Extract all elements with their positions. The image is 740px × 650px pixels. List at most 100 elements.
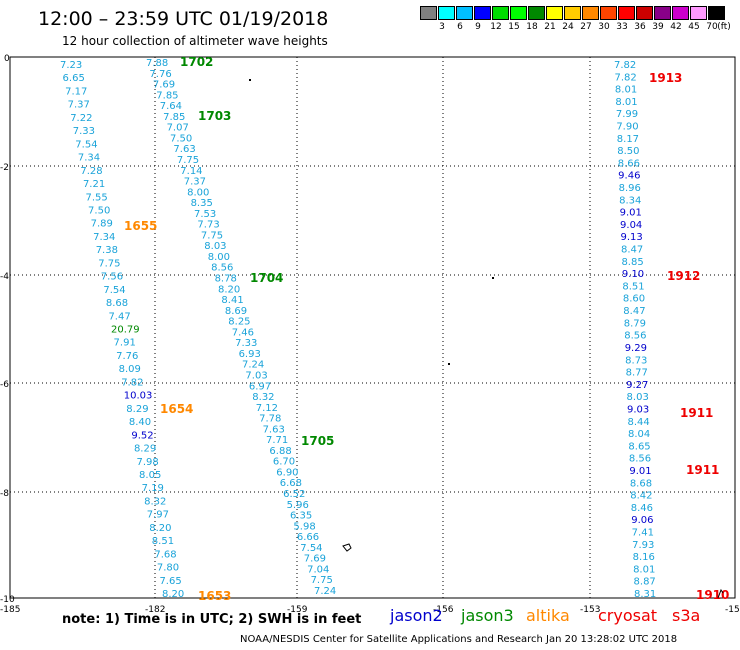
wave-height-value: 8.00 (208, 252, 230, 263)
wave-height-value: 8.60 (623, 294, 645, 305)
wave-height-value: 7.04 (307, 564, 329, 575)
wave-height-value: 7.64 (160, 101, 182, 112)
wave-height-value: 8.03 (627, 392, 649, 403)
wave-height-value: 8.00 (187, 187, 209, 198)
page-subtitle: 12 hour collection of altimeter wave hei… (62, 34, 328, 48)
pass-time-label: 1705 (301, 434, 334, 448)
legend-label: 70 (706, 22, 718, 32)
wave-height-value: 7.75 (177, 155, 199, 166)
wave-height-value: 8.85 (621, 257, 643, 268)
legend-label: 30 (598, 22, 610, 32)
wave-height-value: 6.68 (280, 478, 302, 489)
wave-height-value: 7.88 (146, 58, 168, 69)
y-tick-label: -4 (0, 272, 9, 282)
legend-jason3: jason3 (461, 606, 514, 625)
wave-height-value: 7.85 (156, 90, 178, 101)
island-marker (492, 277, 494, 279)
wave-height-value: 7.89 (91, 219, 113, 230)
legend-swatch (474, 6, 491, 20)
y-tick-label: -6 (0, 380, 9, 390)
wave-height-value: 8.05 (139, 470, 161, 481)
legend-swatch (420, 6, 437, 20)
wave-height-value: 6.97 (249, 381, 271, 392)
page-title: 12:00 – 23:59 UTC 01/19/2018 (38, 8, 329, 30)
wave-height-value: 7.54 (103, 285, 125, 296)
x-tick-label: -182 (145, 605, 165, 615)
legend-label: 42 (670, 22, 682, 32)
legend-label: 15 (508, 22, 520, 32)
wave-height-value: 7.82 (121, 377, 143, 388)
wave-height-value: 8.16 (633, 552, 655, 563)
wave-height-value: 8.78 (215, 274, 237, 285)
wave-height-value: 8.79 (624, 318, 646, 329)
wave-height-value: 8.51 (622, 281, 644, 292)
wave-height-value: 8.69 (225, 306, 247, 317)
pass-time-label: 1703 (198, 109, 231, 123)
wave-height-value: 9.01 (620, 208, 642, 219)
wave-height-value: 7.47 (108, 311, 130, 322)
wave-height-value: 7.68 (154, 549, 176, 560)
wave-height-value: 8.56 (624, 331, 646, 342)
legend-swatch (636, 6, 653, 20)
pass-time-label: 1912 (667, 269, 700, 283)
wave-height-value: 7.69 (153, 80, 175, 91)
wave-height-value: 8.77 (626, 368, 648, 379)
wave-height-value: 7.37 (68, 100, 90, 111)
wave-height-value: 6.90 (276, 467, 298, 478)
wave-height-value: 7.85 (163, 112, 185, 123)
y-tick-label: -2 (0, 163, 9, 173)
wave-height-value: 8.04 (628, 429, 650, 440)
wave-height-value: 8.32 (144, 496, 166, 507)
wave-height-value: 7.76 (116, 351, 138, 362)
wave-height-value: 8.47 (621, 245, 643, 256)
wave-height-value: 7.65 (159, 576, 181, 587)
legend-label: 33 (616, 22, 628, 32)
wave-height-value: 7.24 (242, 360, 264, 371)
legend-swatch (708, 6, 725, 20)
wave-height-value: 7.34 (93, 232, 115, 243)
legend-swatch (492, 6, 509, 20)
wave-height-value: 7.46 (232, 327, 254, 338)
wave-height-value: 7.19 (142, 483, 164, 494)
wave-height-value: 7.03 (245, 370, 267, 381)
y-tick-label: -10 (0, 595, 15, 605)
wave-height-value: 8.35 (191, 198, 213, 209)
pass-time-label: 1910 (696, 588, 729, 602)
legend-unit: (ft) (717, 22, 731, 32)
wave-height-value: 9.06 (631, 515, 653, 526)
wave-height-value: 8.68 (630, 478, 652, 489)
wave-height-value: 7.56 (101, 272, 123, 283)
wave-height-value: 8.01 (633, 564, 655, 575)
legend-jason2: jason2 (390, 606, 443, 625)
wave-height-value: 8.01 (615, 97, 637, 108)
legend-swatch (690, 6, 707, 20)
wave-height-value: 7.22 (70, 113, 92, 124)
wave-height-value: 8.68 (106, 298, 128, 309)
y-tick-label: 0 (4, 54, 10, 64)
wave-height-value: 8.66 (618, 158, 640, 169)
legend-swatch (672, 6, 689, 20)
wave-height-value: 7.76 (149, 69, 171, 80)
wave-height-value: 7.12 (256, 403, 278, 414)
wave-height-value: 9.27 (626, 380, 648, 391)
legend-swatch (582, 6, 599, 20)
wave-height-value: 7.14 (180, 166, 202, 177)
wave-height-value: 7.54 (75, 139, 97, 150)
wave-height-value: 8.40 (129, 417, 151, 428)
wave-height-value: 7.71 (266, 435, 288, 446)
wave-height-value: 7.90 (616, 122, 638, 133)
wave-height-value: 7.53 (194, 209, 216, 220)
wave-height-value: 6.93 (239, 349, 261, 360)
wave-height-value: 7.17 (65, 86, 87, 97)
pass-time-label: 1911 (686, 463, 719, 477)
legend-swatch (438, 6, 455, 20)
legend-swatch (456, 6, 473, 20)
wave-height-value: 7.98 (137, 457, 159, 468)
wave-height-value: 6.70 (273, 457, 295, 468)
wave-height-value: 8.29 (134, 444, 156, 455)
wave-height-value: 8.03 (204, 241, 226, 252)
island-marker (448, 363, 450, 365)
pass-time-label: 1702 (180, 55, 213, 69)
wave-height-value: 7.99 (616, 109, 638, 120)
